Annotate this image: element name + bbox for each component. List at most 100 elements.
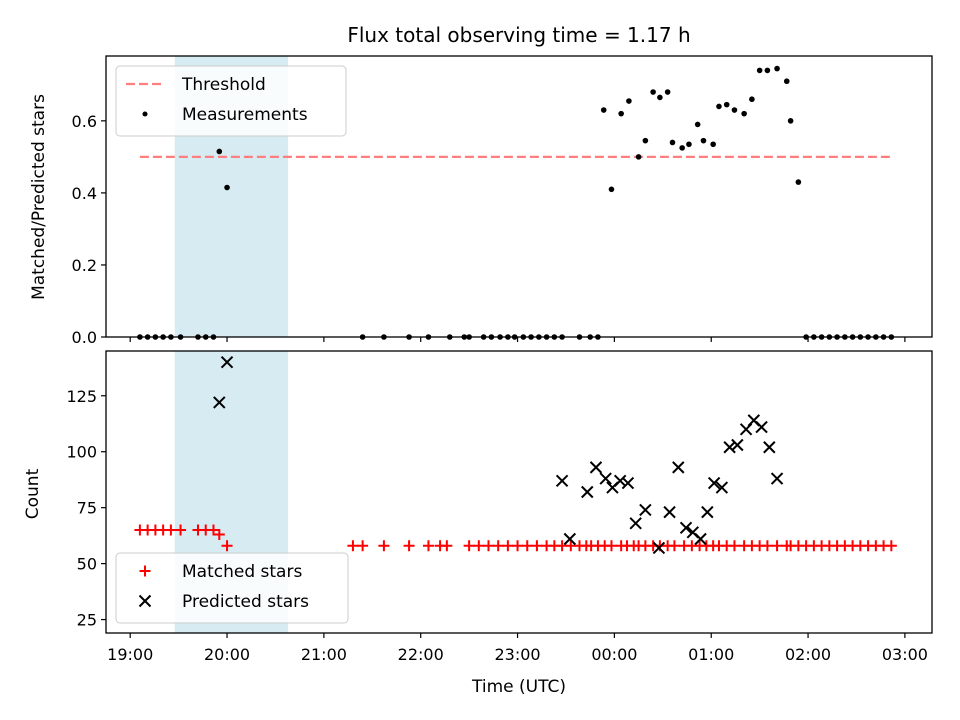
predicted-stars-point xyxy=(563,532,577,546)
y-tick-label: 75 xyxy=(77,499,97,518)
measurements-point xyxy=(664,89,671,95)
measurements-point xyxy=(618,110,624,117)
matched-stars-point xyxy=(357,540,369,552)
measurements-point xyxy=(795,179,802,185)
predicted-stars-point xyxy=(679,521,693,535)
figure-title: Flux total observing time = 1.17 h xyxy=(347,23,690,47)
predicted-stars-point xyxy=(672,461,685,474)
legend-label-predicted-stars: Predicted stars xyxy=(182,592,309,612)
measurements-point xyxy=(741,110,747,117)
matched-stars-point xyxy=(728,540,740,552)
top-panel-y-ticks: 0.0 0.2 0.4 0.6 xyxy=(72,112,106,347)
y-tick-label: 0.4 xyxy=(72,184,97,203)
bottom-panel-y-ticks: 25 50 75 100 125 xyxy=(66,387,106,630)
measurements-point xyxy=(686,141,692,148)
x-axis-label: Time (UTC) xyxy=(471,677,566,697)
predicted-stars-point xyxy=(652,541,666,555)
predicted-stars-point xyxy=(629,517,642,530)
measurements-point xyxy=(700,137,707,144)
x-tick-label: 01:00 xyxy=(688,645,734,664)
y-tick-label: 50 xyxy=(77,555,97,574)
y-tick-label: 0.6 xyxy=(72,112,97,131)
x-tick-label: 19:00 xyxy=(107,645,153,664)
matched-stars-point xyxy=(378,540,390,552)
measurements-point xyxy=(723,101,730,108)
legend-box xyxy=(115,65,347,137)
measurements-point xyxy=(669,139,676,146)
measurements-point xyxy=(657,94,663,101)
top-panel-y-label: Matched/Predicted stars xyxy=(29,94,49,300)
top-panel: 0.0 0.2 0.4 0.6 Matched/Predicted stars Thr… xyxy=(29,55,933,347)
measurements-point xyxy=(764,67,771,74)
matched-stars-point xyxy=(668,540,680,552)
predicted-stars-point xyxy=(581,485,594,499)
top-panel-x-ticks xyxy=(129,337,906,342)
bottom-panel-legend: Matched stars Predicted stars xyxy=(115,552,349,624)
predicted-stars-point xyxy=(639,503,652,517)
legend-label-threshold: Threshold xyxy=(181,75,266,95)
x-tick-label: 22:00 xyxy=(398,645,444,664)
predicted-stars-point xyxy=(723,441,736,454)
predicted-stars-point xyxy=(555,474,569,488)
predicted-stars-point xyxy=(613,474,627,488)
bottom-panel-frame xyxy=(105,350,933,634)
legend-label-matched-stars: Matched stars xyxy=(182,562,302,582)
measurements-point xyxy=(679,145,685,151)
predicted-stars-point xyxy=(707,476,721,490)
x-tick-label: 23:00 xyxy=(494,645,540,664)
measurements-point xyxy=(716,103,722,110)
predicted-stars-point xyxy=(715,481,729,494)
measurements-point xyxy=(626,98,632,104)
predicted-stars-point xyxy=(763,441,776,454)
bottom-panel: 25 50 75 100 125 19:00 20:00 21:00 22:00 23:00 00… xyxy=(23,350,933,697)
matched-stars-point xyxy=(463,540,475,552)
measurements-point xyxy=(224,184,230,191)
measurements-point xyxy=(650,89,656,95)
predicted-stars-point xyxy=(755,420,768,434)
predicted-stars-point xyxy=(770,472,784,485)
legend-swatch-matched-stars xyxy=(139,565,151,577)
matched-stars-point xyxy=(521,540,533,552)
y-tick-label: 0.0 xyxy=(72,328,97,347)
predicted-stars-point xyxy=(621,476,635,490)
matched-stars-point xyxy=(347,540,359,552)
matched-stars-point xyxy=(221,540,233,552)
y-tick-label: 100 xyxy=(66,443,97,462)
y-tick-label: 0.2 xyxy=(72,256,97,275)
x-tick-label: 21:00 xyxy=(301,645,347,664)
top-panel-frame xyxy=(105,55,933,338)
matched-stars-point xyxy=(213,529,225,541)
measurements-point xyxy=(635,154,642,160)
matched-stars-point xyxy=(492,540,504,552)
predicted-stars-point xyxy=(599,472,612,485)
predicted-stars-point xyxy=(589,461,603,474)
measurements-point xyxy=(600,107,607,113)
predicted-stars-point xyxy=(694,532,707,546)
matched-stars-point xyxy=(512,540,524,552)
legend-swatch-measurements xyxy=(142,111,148,117)
measurements-point xyxy=(783,78,790,85)
y-tick-label: 25 xyxy=(77,611,97,630)
legend-swatch-predicted-stars xyxy=(138,594,152,608)
matched-stars-point xyxy=(473,540,485,552)
measurements-point xyxy=(216,148,223,155)
predicted-stars-point xyxy=(731,438,744,452)
matched-stars-point xyxy=(403,540,415,552)
measurements-point xyxy=(731,107,738,113)
matched-stars-point xyxy=(531,540,543,552)
predicted-stars-point xyxy=(701,505,714,519)
matched-stars-point xyxy=(605,540,617,552)
top-panel-legend: Threshold Measurements xyxy=(115,65,347,137)
predicted-stars-point xyxy=(663,505,676,519)
matched-stars-point xyxy=(482,540,494,552)
measurements-point xyxy=(756,67,763,74)
matched-stars-point xyxy=(761,540,773,552)
legend-box xyxy=(115,552,349,624)
matched-stars-point xyxy=(175,524,187,536)
bottom-panel-x-ticks: 19:00 20:00 21:00 22:00 23:00 00:00 01:00 02:00… xyxy=(107,633,928,664)
matched-stars-point xyxy=(502,540,514,552)
matched-stars-point xyxy=(885,540,897,552)
predicted-stars-point xyxy=(213,396,226,409)
bottom-panel-marks xyxy=(134,355,897,555)
